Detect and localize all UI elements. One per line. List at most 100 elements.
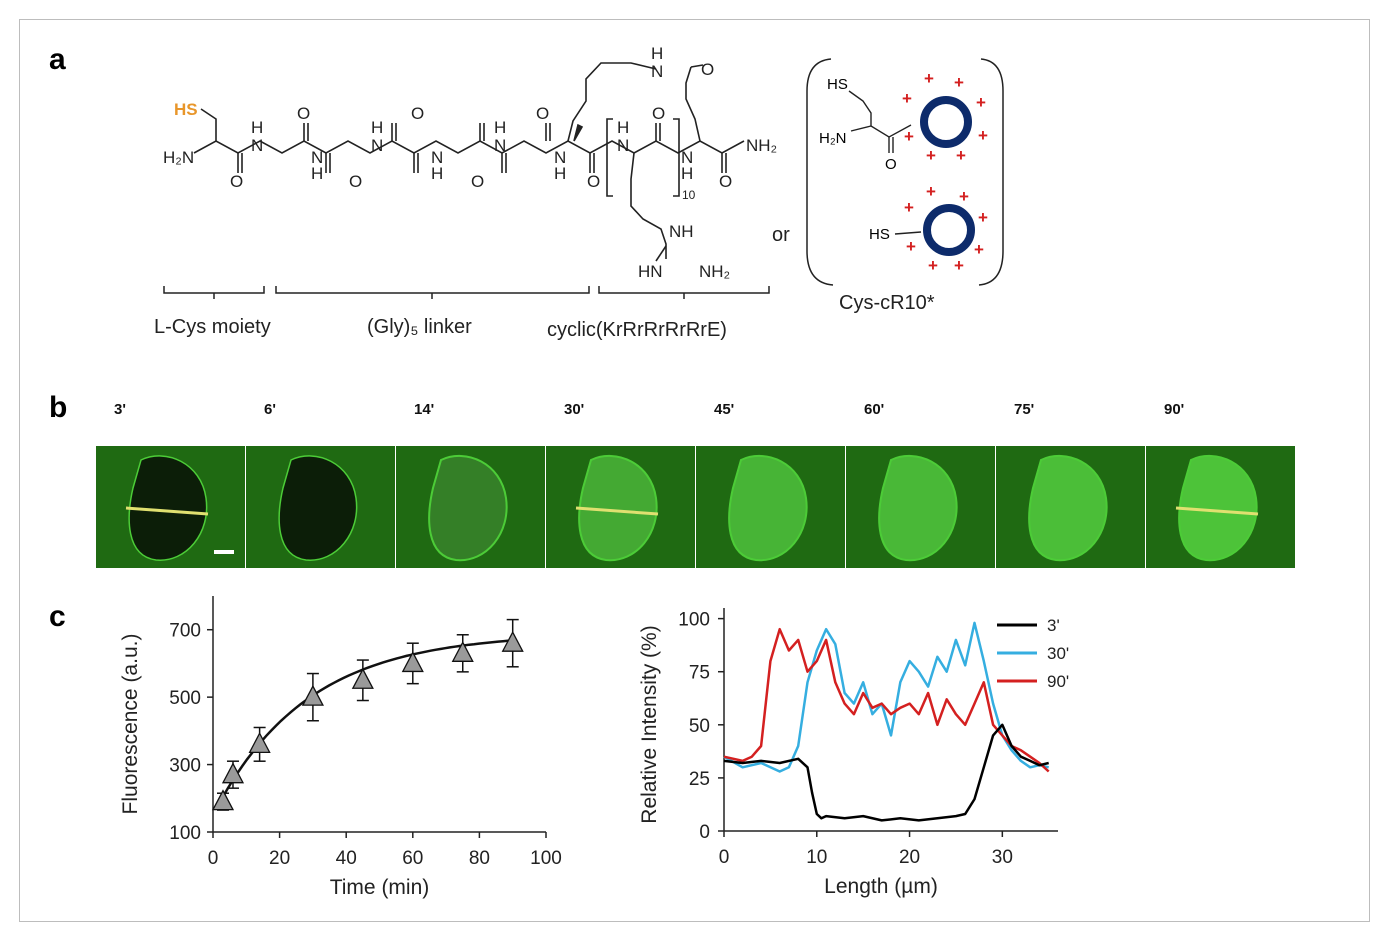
scale-bar bbox=[214, 550, 234, 554]
n-4: N bbox=[431, 148, 443, 167]
x-tick-label: 0 bbox=[719, 847, 730, 868]
n-2: N bbox=[311, 148, 323, 167]
y-tick-label: 700 bbox=[169, 621, 201, 642]
plus-sign: + bbox=[978, 126, 988, 145]
panel-c-letter: c bbox=[49, 600, 66, 633]
series-line bbox=[723, 621, 1049, 773]
h-4: H bbox=[431, 164, 443, 183]
schematic-amine-bond bbox=[850, 125, 872, 132]
atom-labels: HS H₂N O H N O N H O H N O N H O H N O N… bbox=[163, 44, 777, 281]
oxygen-8: O bbox=[652, 104, 665, 123]
schematic-thiol-bond bbox=[894, 231, 922, 235]
legend-label: 30' bbox=[1047, 644, 1069, 663]
schematic-h2n: H₂N bbox=[819, 130, 847, 147]
x-tick-label: 20 bbox=[899, 847, 920, 868]
n-terminus: H₂N bbox=[163, 148, 194, 167]
x-axis-title: Length (µm) bbox=[824, 875, 938, 898]
plus-sign: + bbox=[928, 256, 938, 275]
x-tick-label: 100 bbox=[530, 848, 562, 869]
fluorescence-chart: 100 300 500 700 0 20 40 60 80 100 Time (min) Fluore… bbox=[119, 596, 562, 899]
series-line bbox=[723, 627, 1050, 773]
repeat-bracket-right bbox=[673, 118, 680, 197]
data-point bbox=[351, 667, 374, 689]
plus-sign: + bbox=[954, 256, 964, 275]
cell bbox=[428, 455, 508, 562]
time-label: 90' bbox=[1164, 401, 1184, 418]
plus-sign: + bbox=[956, 146, 966, 165]
data-point bbox=[451, 640, 474, 662]
schematic-hs-bottom: HS bbox=[869, 226, 890, 243]
data-point bbox=[301, 684, 324, 706]
profile-line bbox=[125, 506, 209, 516]
positive-charges: + + + + + + + + + + + + + + + + bbox=[902, 69, 988, 275]
n-6: N bbox=[554, 148, 566, 167]
y-tick-label: 100 bbox=[169, 823, 201, 844]
plus-sign: + bbox=[926, 182, 936, 201]
repeat-bracket-left bbox=[606, 118, 613, 197]
y-tick-label: 50 bbox=[689, 716, 710, 737]
h-6: H bbox=[554, 164, 566, 183]
data-point bbox=[501, 630, 524, 652]
schematic-o: O bbox=[885, 156, 897, 173]
plus-sign: + bbox=[926, 146, 936, 165]
cyclic-peptide-ring-top bbox=[920, 96, 972, 148]
x-tick-label: 40 bbox=[336, 848, 357, 869]
h-5: H bbox=[494, 118, 506, 137]
left-paren bbox=[806, 58, 834, 286]
schematic-box: HS H₂N O HS + + + + + + + + + + + + + + + + bbox=[806, 58, 1004, 286]
h-3: H bbox=[371, 118, 383, 137]
ring-oxygen: O bbox=[701, 60, 714, 79]
oxygen-1: O bbox=[230, 172, 243, 191]
guanidine-hn: HN bbox=[638, 262, 663, 281]
panel-b-letter: b bbox=[49, 391, 67, 424]
plus-sign: + bbox=[954, 73, 964, 92]
stereo-wedge bbox=[573, 123, 584, 142]
y-tick-label: 25 bbox=[689, 769, 710, 790]
cell bbox=[878, 455, 958, 562]
guanidine-nh: NH bbox=[669, 222, 694, 241]
n-1: N bbox=[251, 136, 263, 155]
cys-cr10-label: Cys-cR10* bbox=[839, 292, 935, 314]
microscopy-strip: 3' 6' 14' 30' 45' 60' 75' 90' bbox=[96, 401, 1295, 568]
n-8: N bbox=[681, 148, 693, 167]
data-point bbox=[221, 762, 245, 784]
oxygen-5: O bbox=[471, 172, 484, 191]
intensity-profile-chart: 0 25 50 75 100 0 10 20 30 Length (µm) Relative Int… bbox=[638, 608, 1069, 898]
legend-label: 3' bbox=[1047, 616, 1060, 635]
moiety-braces bbox=[163, 286, 770, 299]
y-tick-label: 100 bbox=[678, 610, 710, 631]
h-7: H bbox=[617, 118, 629, 137]
right-paren bbox=[978, 58, 1004, 286]
arg-side-chain bbox=[630, 152, 667, 259]
plus-sign: + bbox=[906, 237, 916, 256]
data-point bbox=[401, 651, 424, 673]
lys-side-chain bbox=[567, 62, 657, 142]
cell bbox=[128, 455, 208, 561]
profile-line bbox=[575, 506, 659, 516]
y-tick-label: 300 bbox=[169, 756, 201, 777]
y-tick-label: 500 bbox=[169, 688, 201, 709]
repeat-count: 10 bbox=[682, 188, 696, 202]
schematic-hs-top: HS bbox=[827, 76, 848, 93]
time-label: 30' bbox=[564, 401, 584, 418]
time-label: 3' bbox=[114, 401, 126, 418]
time-label: 60' bbox=[864, 401, 884, 418]
oxygen-6: O bbox=[536, 104, 549, 123]
x-tick-label: 20 bbox=[269, 848, 290, 869]
ring-h: H bbox=[651, 44, 663, 63]
time-label: 75' bbox=[1014, 401, 1034, 418]
schematic-cys-bonds bbox=[848, 90, 912, 138]
carbonyl-bonds bbox=[237, 123, 727, 173]
plus-sign: + bbox=[959, 187, 969, 206]
cell bbox=[728, 455, 808, 562]
n-3: N bbox=[371, 136, 383, 155]
y-axis-title: Relative Intensity (%) bbox=[638, 625, 661, 823]
oxygen-3: O bbox=[349, 172, 362, 191]
data-point bbox=[248, 731, 271, 753]
oxygen-7: O bbox=[587, 172, 600, 191]
profile-line bbox=[1175, 506, 1259, 516]
data-point bbox=[211, 789, 235, 811]
time-label: 14' bbox=[414, 401, 434, 418]
cell bbox=[1028, 455, 1108, 562]
oxygen-4: O bbox=[411, 104, 424, 123]
